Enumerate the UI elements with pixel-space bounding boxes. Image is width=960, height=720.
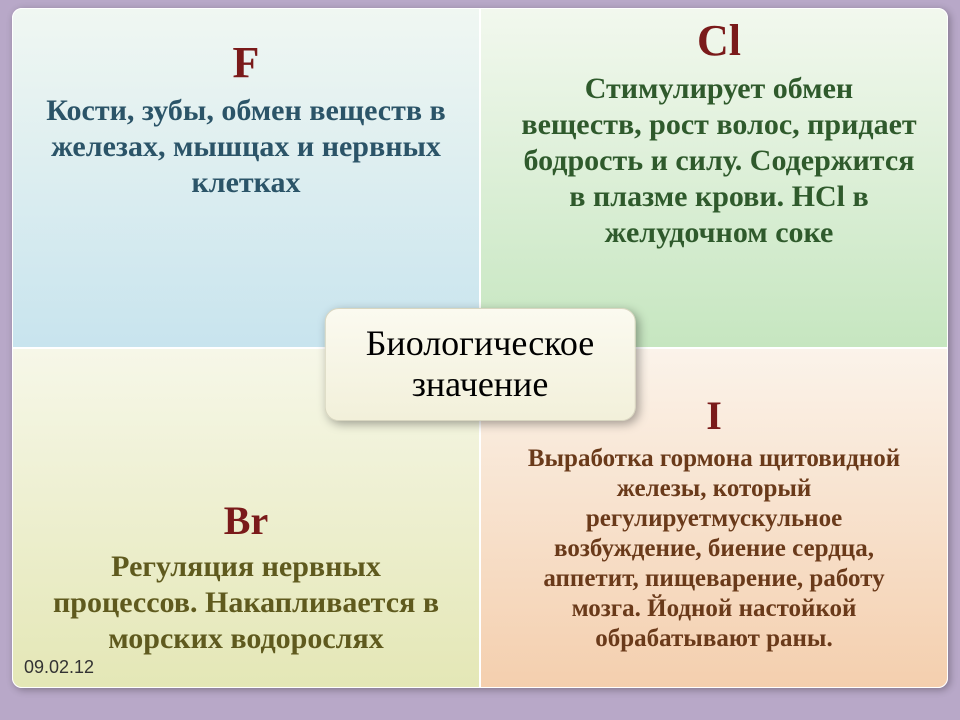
slide-container: F Кости, зубы, обмен веществ в железах, …: [12, 8, 948, 688]
center-title-box: Биологическое значение: [325, 308, 636, 421]
center-title-line1: Биологическое: [366, 323, 595, 363]
symbol-i: I: [706, 394, 722, 438]
desc-br: Регуляция нервных процессов. Накапливает…: [41, 549, 451, 657]
desc-cl: Стимулирует обмен веществ, рост волос, п…: [521, 71, 917, 251]
symbol-cl: Cl: [697, 17, 741, 65]
center-title: Биологическое значение: [366, 323, 595, 406]
symbol-br: Br: [224, 499, 268, 543]
footer-date: 09.02.12: [24, 657, 94, 678]
desc-i: Выработка гормона щитовидной железы, кот…: [517, 444, 911, 654]
desc-f: Кости, зубы, обмен веществ в железах, мы…: [41, 93, 451, 201]
center-title-line2: значение: [412, 364, 549, 404]
cell-f: F Кости, зубы, обмен веществ в железах, …: [12, 8, 480, 348]
symbol-f: F: [233, 39, 260, 87]
cell-cl: Cl Стимулирует обмен веществ, рост волос…: [480, 8, 948, 348]
